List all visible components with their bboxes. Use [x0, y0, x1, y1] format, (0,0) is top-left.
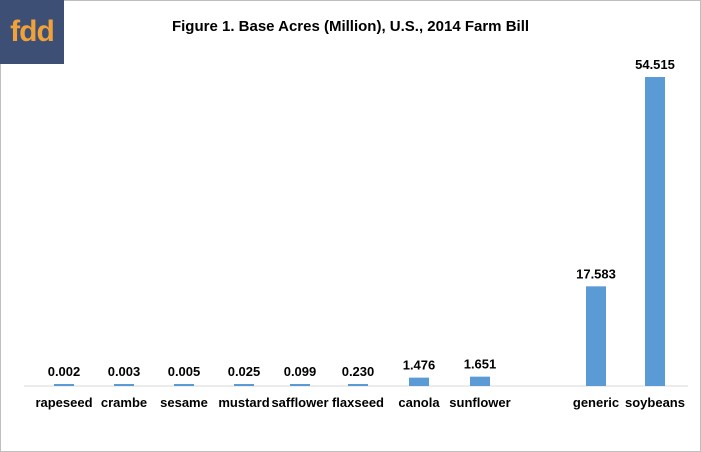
value-labels-group: 0.002 0.003 0.005 0.025 0.099 0.230 1.476 1.651… [48, 57, 675, 379]
value-label-sunflower: 1.651 [464, 357, 497, 372]
logo-text: fdd [10, 15, 55, 48]
category-label-sesame: sesame [160, 395, 208, 410]
bar-soybeans [645, 77, 665, 386]
category-label-soybeans: soybeans [625, 395, 685, 410]
bar-safflower [290, 384, 310, 386]
bar-generic [586, 286, 606, 386]
category-label-generic: generic [573, 395, 619, 410]
category-label-rapeseed: rapeseed [35, 395, 92, 410]
value-label-soybeans: 54.515 [635, 57, 675, 72]
value-label-crambe: 0.003 [108, 364, 141, 379]
value-label-canola: 1.476 [403, 358, 436, 373]
value-label-rapeseed: 0.002 [48, 364, 81, 379]
bar-sunflower [470, 376, 490, 386]
category-label-safflower: safflower [271, 395, 328, 410]
category-label-flaxseed: flaxseed [332, 395, 384, 410]
value-label-safflower: 0.099 [284, 364, 317, 379]
value-label-flaxseed: 0.230 [342, 364, 375, 379]
bar-crambe [114, 384, 134, 386]
fdd-logo: fdd [0, 0, 64, 64]
bar-sesame [174, 384, 194, 386]
bar-mustard [234, 384, 254, 386]
value-label-generic: 17.583 [576, 266, 616, 281]
bars-group [54, 77, 665, 386]
category-label-crambe: crambe [101, 395, 147, 410]
chart-title: Figure 1. Base Acres (Million), U.S., 20… [171, 18, 530, 35]
bar-flaxseed [348, 384, 368, 386]
category-label-sunflower: sunflower [449, 395, 510, 410]
bar-rapeseed [54, 384, 74, 386]
category-labels-group: rapeseed crambe sesame mustard safflower flax… [35, 395, 685, 410]
category-label-canola: canola [398, 395, 440, 410]
category-label-mustard: mustard [218, 395, 269, 410]
value-label-mustard: 0.025 [228, 364, 261, 379]
bar-canola [409, 377, 429, 386]
value-label-sesame: 0.005 [168, 364, 201, 379]
